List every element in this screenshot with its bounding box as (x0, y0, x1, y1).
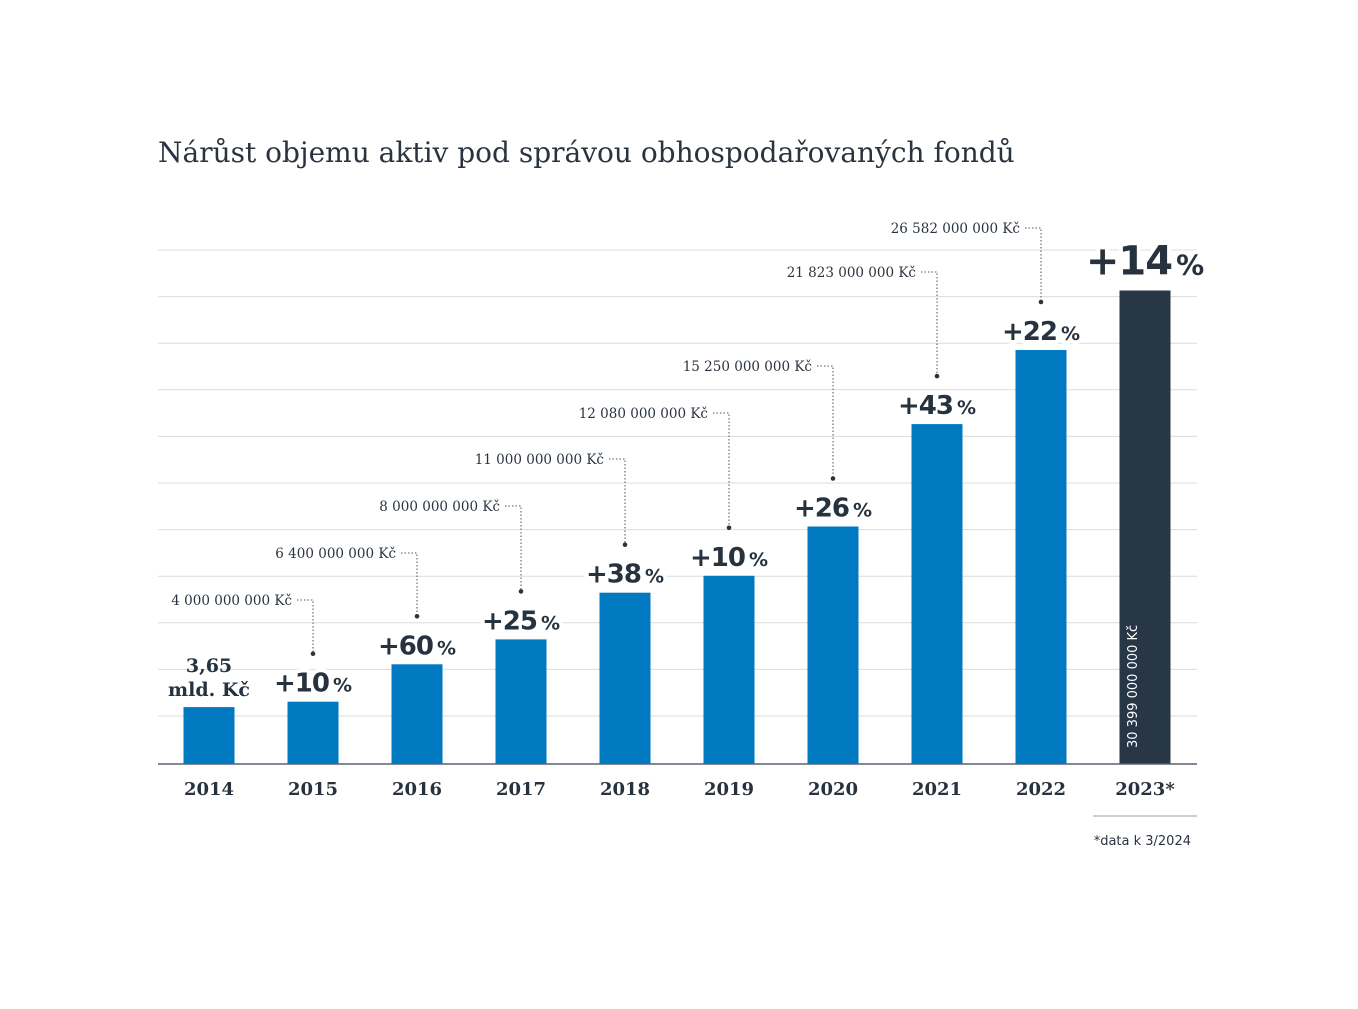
category-label: 2018 (600, 779, 650, 800)
value-leader-dot (726, 525, 732, 531)
bar-2023 (1119, 290, 1171, 764)
value-leader (609, 458, 626, 545)
base-value-label-line1: 3,65 (186, 655, 232, 677)
bar-2019 (703, 575, 755, 764)
growth-label: +25% (482, 606, 560, 636)
value-leader (713, 412, 730, 528)
growth-label: +14% (1086, 239, 1204, 285)
value-leader (401, 552, 418, 617)
growth-label: +10% (274, 669, 352, 699)
growth-label: +43% (898, 391, 976, 421)
value-leader-dot (934, 373, 940, 379)
value-label-in-bar: 30 399 000 000 Kč (1126, 625, 1141, 748)
value-label: 12 080 000 000 Kč (579, 406, 708, 422)
growth-label: +10% (690, 543, 768, 573)
category-label: 2019 (704, 779, 754, 800)
value-leader (297, 599, 314, 654)
labels: 2014 2015 +10 % 4 000 000 000 Kč 2016 +60 % 6 40… (168, 221, 1208, 800)
category-label: 2016 (392, 779, 442, 800)
value-leader (817, 365, 834, 479)
growth-label: +22% (1002, 317, 1080, 347)
footnote: *data k 3/2024 (1094, 834, 1191, 849)
growth-label: +60% (378, 631, 456, 661)
value-leader-dot (310, 651, 316, 656)
value-leader-dot (830, 476, 836, 481)
base-value-label-line2: mld. Kč (168, 679, 250, 701)
value-label: 26 582 000 000 Kč (891, 221, 1020, 237)
value-leader-dot (518, 589, 524, 594)
growth-label: +26% (794, 494, 872, 524)
value-label: 11 000 000 000 Kč (475, 452, 604, 468)
value-label: 4 000 000 000 Kč (171, 593, 292, 609)
value-label: 8 000 000 000 Kč (379, 499, 500, 515)
category-label: 2023* (1115, 779, 1175, 800)
value-leader (505, 505, 522, 592)
bar-2018 (599, 592, 651, 764)
category-label: 2021 (912, 779, 962, 800)
growth-label: +38% (586, 560, 664, 590)
value-label: 6 400 000 000 Kč (275, 546, 396, 562)
value-label: 21 823 000 000 Kč (787, 265, 916, 281)
category-label: 2020 (808, 779, 858, 800)
category-label: 2014 (184, 779, 234, 800)
bar-2016 (391, 664, 443, 764)
value-label: 15 250 000 000 Kč (683, 359, 812, 375)
value-leader-dot (414, 614, 420, 619)
category-label: 2015 (288, 779, 338, 800)
bar-2021 (911, 424, 963, 764)
value-leaders (297, 227, 1044, 656)
bar-2022 (1015, 350, 1067, 764)
value-leader (921, 271, 938, 377)
bar-2020 (807, 526, 859, 764)
value-leader-dot (1038, 299, 1044, 305)
category-label: 2022 (1016, 779, 1066, 800)
value-leader-dot (622, 542, 628, 547)
bars (183, 290, 1171, 764)
bar-2017 (495, 639, 547, 764)
category-label: 2017 (496, 779, 546, 800)
bar-2015 (287, 701, 339, 764)
value-leader (1025, 227, 1042, 302)
bar-2014 (183, 707, 235, 764)
chart-title: Nárůst objemu aktiv pod správou obhospod… (158, 136, 1015, 169)
